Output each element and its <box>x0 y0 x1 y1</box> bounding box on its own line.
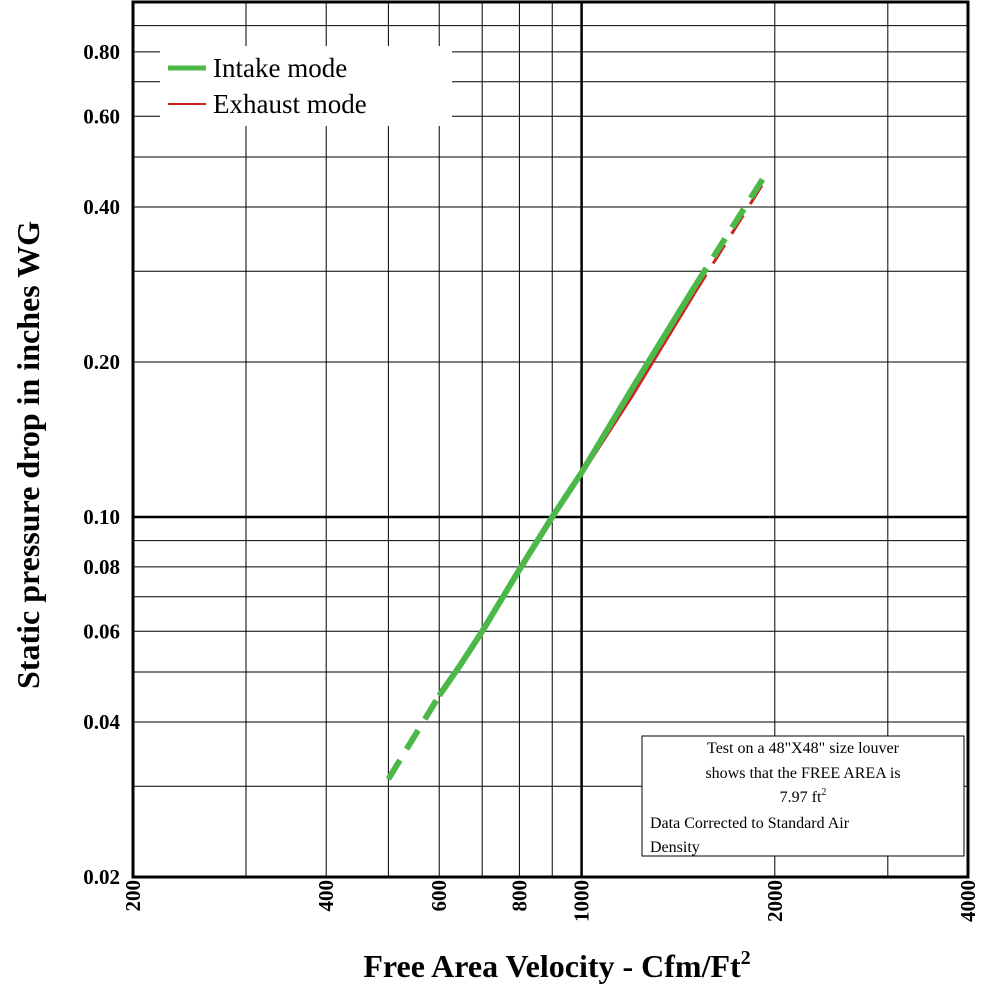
test-note-line4: Data Corrected to Standard Air <box>650 815 850 832</box>
plot-frame <box>131 0 970 879</box>
test-note-value: 7.97 ft <box>780 789 822 806</box>
series-intake-dashed-low <box>385 694 442 781</box>
y-tick-label: 0.02 <box>83 865 120 889</box>
y-tick-label: 0.04 <box>83 710 120 734</box>
y-tick-label: 0.06 <box>83 619 120 643</box>
x-axis-title-text: Free Area Velocity - Cfm/Ft <box>363 948 741 984</box>
legend-background <box>160 46 452 126</box>
y-tick-labels: 0.02 0.04 0.06 0.08 0.10 0.20 0.40 0.60 0.80 <box>83 40 120 889</box>
test-note-line1: Test on a 48"X48" size louver <box>707 740 900 757</box>
y-tick-label: 0.10 <box>83 505 120 529</box>
series-layer <box>385 174 768 781</box>
x-tick-label: 400 <box>314 880 338 912</box>
legend-label-intake: Intake mode <box>213 53 347 83</box>
y-axis-title: Static pressure drop in inches WG <box>10 221 46 689</box>
test-note-line3: 7.97 ft2 <box>780 787 827 806</box>
x-axis-title: Free Area Velocity - Cfm/Ft2 <box>363 947 750 984</box>
series-intake-dashed-high <box>692 174 768 289</box>
x-tick-label: 200 <box>121 880 145 912</box>
y-tick-label: 0.40 <box>83 195 120 219</box>
x-tick-label: 1000 <box>570 880 594 922</box>
test-note-line5: Density <box>650 839 700 856</box>
x-tick-label: 4000 <box>956 880 980 922</box>
y-tick-label: 0.08 <box>83 555 120 579</box>
legend-label-exhaust: Exhaust mode <box>213 89 367 119</box>
y-tick-label: 0.80 <box>83 40 120 64</box>
x-tick-label: 800 <box>507 880 531 912</box>
y-tick-label: 0.60 <box>83 104 120 128</box>
test-note-line2: shows that the FREE AREA is <box>705 765 900 782</box>
x-axis-title-sup: 2 <box>741 947 751 969</box>
test-note-box <box>641 735 965 857</box>
test-note: Test on a 48"X48" size louver shows that… <box>641 735 965 857</box>
x-tick-labels: 200 400 600 800 1000 2000 4000 <box>121 880 980 922</box>
minor-gridlines <box>133 2 968 877</box>
series-intake-line <box>436 285 698 698</box>
y-tick-label: 0.20 <box>83 350 120 374</box>
x-tick-label: 600 <box>427 880 451 912</box>
test-note-sup: 2 <box>821 787 826 798</box>
legend: Intake mode Exhaust mode <box>160 46 452 126</box>
x-tick-label: 2000 <box>763 880 787 922</box>
